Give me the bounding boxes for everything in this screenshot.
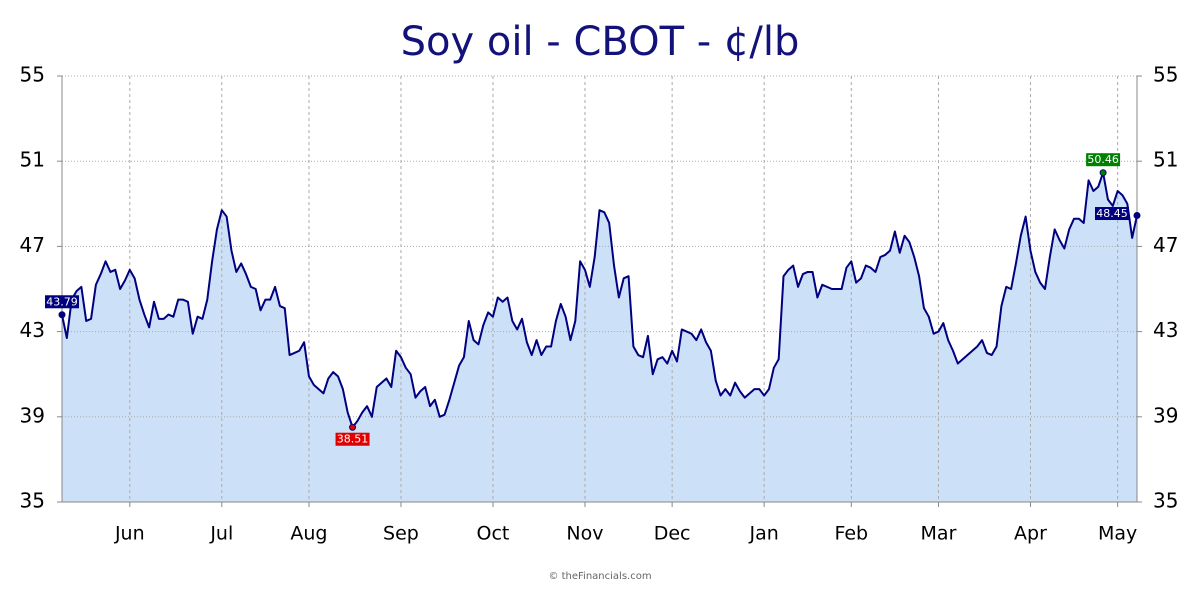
- x-tick-label: Jun: [114, 523, 145, 545]
- point-label: 43.79: [46, 295, 78, 308]
- y2-tick-label: 55: [1153, 63, 1178, 87]
- source: © theFinancials.com: [548, 571, 651, 582]
- x-tick-label: Sep: [383, 523, 419, 545]
- x-tick-label: Apr: [1014, 523, 1047, 545]
- point-label-box: [335, 432, 370, 446]
- x-tick-label: Nov: [566, 523, 603, 545]
- y-tick-label: 47: [20, 233, 45, 257]
- y-tick-label: 39: [20, 403, 45, 427]
- point-label-box: [1086, 153, 1121, 167]
- x-tick-label: Mar: [921, 523, 957, 545]
- y-tick-label: 43: [20, 318, 45, 342]
- x-tick-label: Aug: [290, 523, 327, 545]
- point-marker: [1133, 212, 1141, 220]
- point-label: 50.46: [1087, 153, 1119, 166]
- x-tick-label: May: [1098, 523, 1137, 545]
- x-tick-label: Oct: [477, 523, 510, 545]
- chart-title: Soy oil - CBOT - ¢/lb: [401, 19, 800, 65]
- point-label-box: [1095, 207, 1129, 221]
- y-tick-label: 35: [20, 489, 45, 513]
- y2-tick-label: 35: [1153, 489, 1178, 513]
- point-label: 38.51: [337, 433, 369, 446]
- price-line: [61, 171, 1138, 429]
- y2-tick-label: 51: [1153, 148, 1178, 172]
- x-tick-label: Dec: [654, 523, 691, 545]
- x-tick-label: Jul: [209, 523, 233, 545]
- y2-tick-label: 39: [1153, 403, 1178, 427]
- point-label: 48.45: [1096, 207, 1128, 220]
- y2-tick-label: 47: [1153, 233, 1178, 257]
- point-marker: [58, 311, 66, 319]
- x-tick-label: Jan: [748, 523, 778, 545]
- y-tick-label: 51: [20, 148, 45, 172]
- x-tick-label: Feb: [834, 523, 868, 545]
- y-tick-label: 55: [20, 63, 45, 87]
- y2-tick-label: 43: [1153, 318, 1178, 342]
- point-marker: [1099, 169, 1107, 177]
- point-marker: [349, 423, 357, 431]
- area-fill: [62, 172, 1137, 502]
- point-label-box: [45, 295, 79, 309]
